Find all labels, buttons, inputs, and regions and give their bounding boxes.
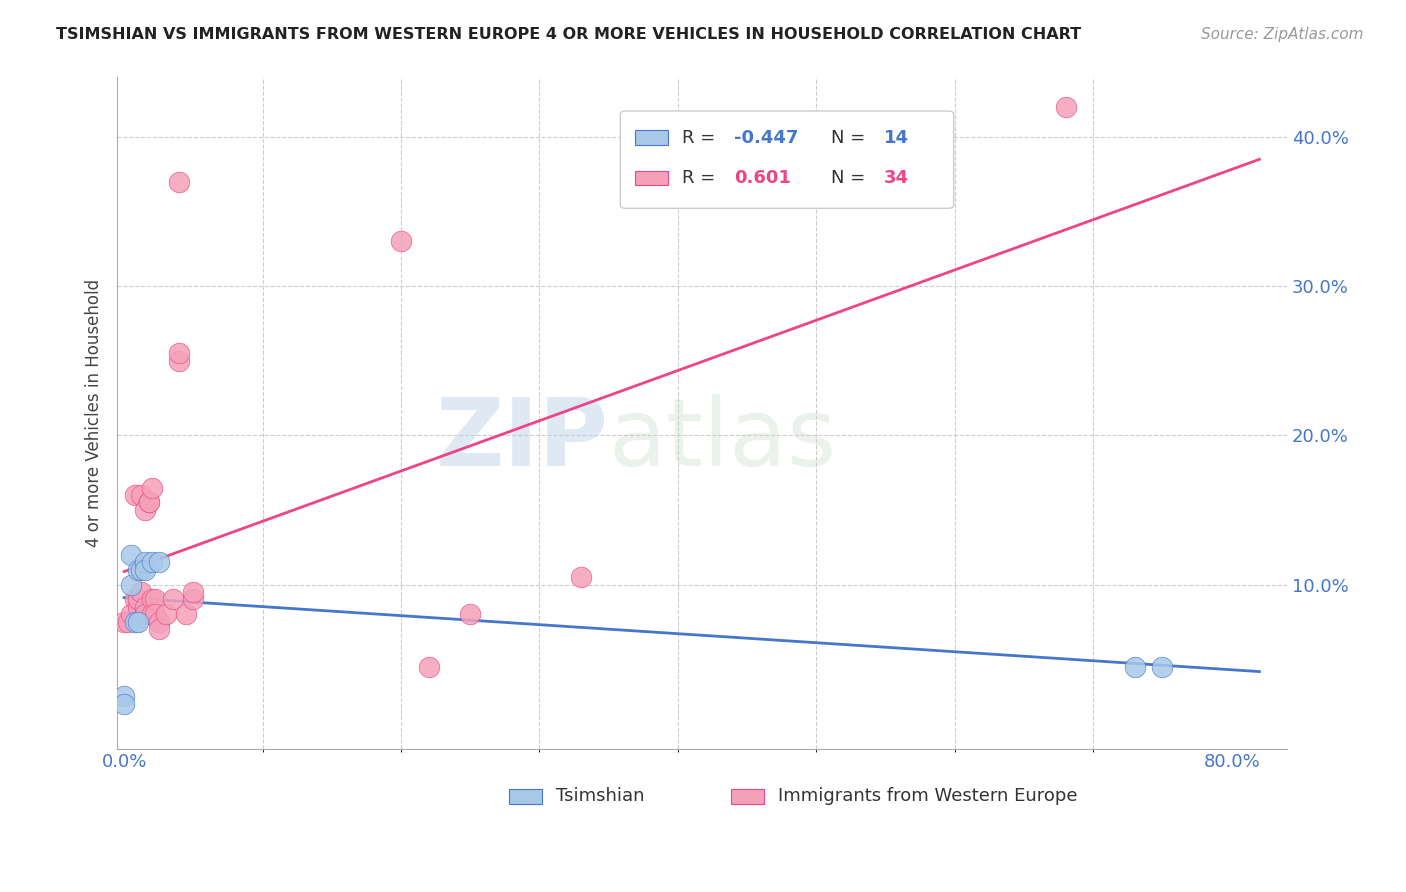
Point (120, 607, 142, 622)
Point (141, 607, 163, 622)
Point (129, 563, 152, 577)
Point (134, 555, 156, 569)
Point (148, 622, 170, 636)
Point (1123, 659, 1146, 673)
Point (169, 346, 191, 360)
Point (134, 563, 156, 577)
Point (127, 563, 149, 577)
Text: Tsimshian: Tsimshian (555, 787, 644, 805)
FancyBboxPatch shape (636, 170, 668, 186)
Point (117, 615, 139, 629)
Point (1152, 659, 1174, 673)
Point (134, 607, 156, 622)
Point (124, 615, 146, 629)
Point (1054, 100, 1077, 114)
Point (138, 495, 160, 509)
Text: R =: R = (682, 169, 721, 187)
Point (143, 607, 166, 622)
Point (112, 697, 135, 711)
Text: atlas: atlas (609, 394, 837, 486)
Point (141, 592, 163, 607)
Text: ZIP: ZIP (436, 394, 609, 486)
Point (127, 599, 149, 614)
Point (124, 488, 146, 502)
Point (124, 592, 146, 607)
Point (129, 585, 152, 599)
Point (134, 599, 156, 614)
Point (169, 353, 191, 368)
Point (141, 481, 163, 495)
Point (418, 659, 440, 673)
Point (120, 577, 142, 591)
FancyBboxPatch shape (636, 130, 668, 145)
Point (148, 615, 170, 629)
Point (127, 592, 149, 607)
Text: 34: 34 (883, 169, 908, 187)
FancyBboxPatch shape (731, 789, 763, 804)
Point (162, 592, 184, 607)
Point (183, 592, 205, 607)
Text: N =: N = (831, 169, 870, 187)
Point (148, 555, 170, 569)
Text: -0.447: -0.447 (734, 128, 799, 147)
Point (129, 488, 152, 502)
Text: Immigrants from Western Europe: Immigrants from Western Europe (778, 787, 1077, 805)
Point (143, 592, 166, 607)
Text: R =: R = (682, 128, 721, 147)
Point (183, 585, 205, 599)
FancyBboxPatch shape (509, 789, 541, 804)
Text: TSIMSHIAN VS IMMIGRANTS FROM WESTERN EUROPE 4 OR MORE VEHICLES IN HOUSEHOLD CORR: TSIMSHIAN VS IMMIGRANTS FROM WESTERN EUR… (56, 27, 1081, 42)
FancyBboxPatch shape (620, 111, 953, 209)
Point (569, 570, 592, 584)
Text: N =: N = (831, 128, 870, 147)
Point (169, 175, 191, 189)
Point (112, 615, 135, 629)
Point (138, 495, 160, 509)
Point (155, 607, 177, 622)
Point (176, 607, 198, 622)
Text: Source: ZipAtlas.com: Source: ZipAtlas.com (1201, 27, 1364, 42)
Text: 0.601: 0.601 (734, 169, 790, 187)
Y-axis label: 4 or more Vehicles in Household: 4 or more Vehicles in Household (86, 279, 103, 547)
Point (120, 548, 142, 562)
Point (134, 503, 156, 517)
Text: 14: 14 (883, 128, 908, 147)
Point (112, 690, 135, 704)
Point (127, 615, 149, 629)
Point (458, 607, 481, 622)
Point (389, 235, 412, 249)
Point (141, 555, 163, 569)
